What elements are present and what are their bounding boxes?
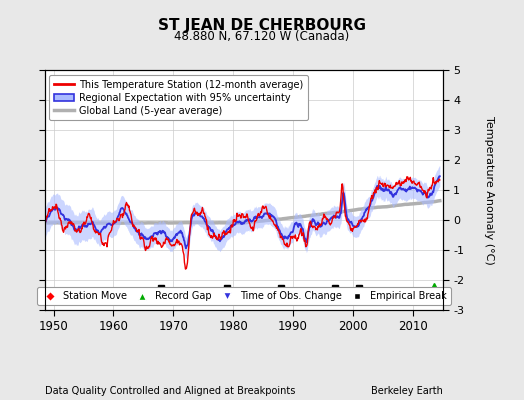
Y-axis label: Temperature Anomaly (°C): Temperature Anomaly (°C) xyxy=(484,116,494,264)
Legend: Station Move, Record Gap, Time of Obs. Change, Empirical Break: Station Move, Record Gap, Time of Obs. C… xyxy=(37,287,451,305)
Text: ST JEAN DE CHERBOURG: ST JEAN DE CHERBOURG xyxy=(158,18,366,33)
Text: Data Quality Controlled and Aligned at Breakpoints: Data Quality Controlled and Aligned at B… xyxy=(45,386,295,396)
Text: 48.880 N, 67.120 W (Canada): 48.880 N, 67.120 W (Canada) xyxy=(174,30,350,43)
Text: Berkeley Earth: Berkeley Earth xyxy=(371,386,443,396)
